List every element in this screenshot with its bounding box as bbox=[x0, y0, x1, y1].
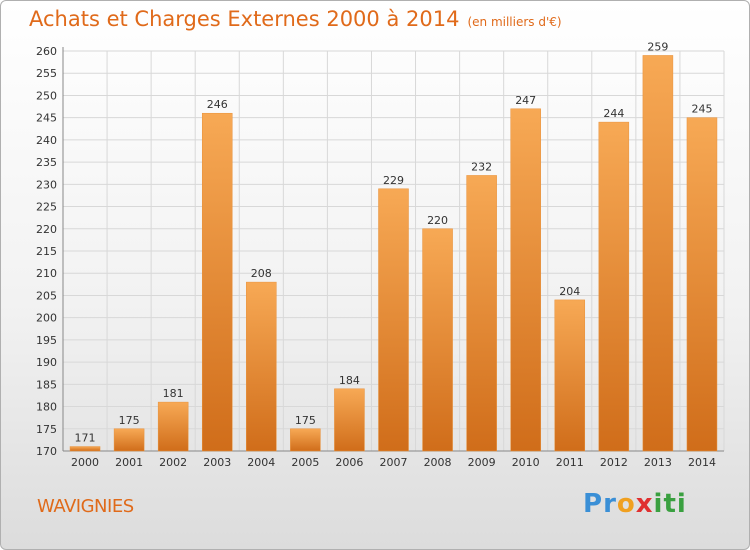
y-tick-label: 175 bbox=[36, 423, 57, 436]
x-tick-label-2013: 2013 bbox=[644, 456, 672, 469]
x-tick-label-2003: 2003 bbox=[203, 456, 231, 469]
place-name: WAVIGNIES bbox=[37, 496, 134, 517]
y-tick-label: 200 bbox=[36, 312, 57, 325]
value-label-2014: 245 bbox=[691, 103, 712, 116]
value-label-2009: 232 bbox=[471, 160, 492, 173]
x-tick-label-2004: 2004 bbox=[247, 456, 275, 469]
value-label-2004: 208 bbox=[251, 267, 272, 280]
y-tick-label: 225 bbox=[36, 201, 57, 214]
bar-2001 bbox=[113, 428, 145, 452]
value-label-2000: 171 bbox=[75, 432, 96, 445]
bars bbox=[69, 55, 718, 452]
y-tick-label: 260 bbox=[36, 45, 57, 58]
value-label-2010: 247 bbox=[515, 94, 536, 107]
logo-letter: t bbox=[663, 489, 677, 519]
bar-2013 bbox=[642, 55, 674, 452]
y-tick-label: 230 bbox=[36, 178, 57, 191]
y-tick-label: 210 bbox=[36, 267, 57, 280]
logo-letter: P bbox=[583, 489, 604, 519]
value-label-2007: 229 bbox=[383, 174, 404, 187]
value-label-2012: 244 bbox=[603, 107, 624, 120]
bar-2011 bbox=[554, 299, 586, 452]
labels: 170 175 180 185 190 195 200 205 210 215 220 225 230 2… bbox=[36, 40, 716, 469]
bar-2005 bbox=[290, 428, 321, 452]
y-tick-label: 255 bbox=[36, 67, 57, 80]
value-label-2008: 220 bbox=[427, 214, 448, 227]
x-tick-label-2008: 2008 bbox=[424, 456, 452, 469]
chart-title: Achats et Charges Externes 2000 à 2014 (e… bbox=[29, 7, 562, 31]
x-tick-label-2010: 2010 bbox=[512, 456, 540, 469]
y-tick-label: 215 bbox=[36, 245, 57, 258]
y-tick-label: 190 bbox=[36, 356, 57, 369]
y-tick-label: 220 bbox=[36, 223, 57, 236]
y-tick-label: 250 bbox=[36, 89, 57, 102]
bar-2003 bbox=[201, 112, 233, 452]
y-tick-label: 195 bbox=[36, 334, 57, 347]
chart-title-text: Achats et Charges Externes 2000 à 2014 bbox=[29, 7, 460, 31]
value-label-2003: 246 bbox=[207, 98, 228, 111]
logo-letter: i bbox=[653, 489, 664, 519]
proxiti-logo: Proxiti bbox=[583, 489, 687, 519]
y-tick-label: 180 bbox=[36, 401, 57, 414]
logo-letter: x bbox=[635, 489, 654, 519]
x-tick-label-2001: 2001 bbox=[115, 456, 143, 469]
x-tick-label-2011: 2011 bbox=[556, 456, 584, 469]
y-tick-label: 185 bbox=[36, 378, 57, 391]
logo-letter: i bbox=[676, 489, 687, 519]
logo-letter: o bbox=[616, 489, 636, 519]
chart-unit-label: (en milliers d'€) bbox=[467, 15, 562, 29]
x-tick-label-2014: 2014 bbox=[688, 456, 716, 469]
x-tick-label-2012: 2012 bbox=[600, 456, 628, 469]
y-tick-label: 205 bbox=[36, 289, 57, 302]
bar-2009 bbox=[466, 175, 497, 452]
bar-2004 bbox=[246, 281, 277, 452]
value-label-2011: 204 bbox=[559, 285, 580, 298]
bar-2008 bbox=[422, 228, 453, 452]
value-label-2002: 181 bbox=[163, 387, 184, 400]
value-label-2005: 175 bbox=[295, 414, 316, 427]
bar-2007 bbox=[378, 188, 409, 452]
y-tick-label: 235 bbox=[36, 156, 57, 169]
x-tick-label-2005: 2005 bbox=[291, 456, 319, 469]
value-label-2001: 175 bbox=[119, 414, 140, 427]
y-tick-label: 240 bbox=[36, 134, 57, 147]
bar-2006 bbox=[334, 388, 365, 452]
y-tick-label: 170 bbox=[36, 445, 57, 458]
x-tick-label-2006: 2006 bbox=[335, 456, 363, 469]
value-label-2013: 259 bbox=[647, 40, 668, 53]
bar-2014 bbox=[686, 117, 718, 452]
x-tick-label-2009: 2009 bbox=[468, 456, 496, 469]
logo-letter: r bbox=[603, 489, 617, 519]
bar-2012 bbox=[598, 121, 630, 452]
bar-2010 bbox=[510, 108, 541, 452]
y-tick-label: 245 bbox=[36, 112, 57, 125]
x-tick-label-2007: 2007 bbox=[380, 456, 408, 469]
x-tick-label-2002: 2002 bbox=[159, 456, 187, 469]
bar-2002 bbox=[157, 401, 189, 452]
bar-2000 bbox=[69, 446, 101, 452]
value-label-2006: 184 bbox=[339, 374, 360, 387]
x-tick-label-2000: 2000 bbox=[71, 456, 99, 469]
